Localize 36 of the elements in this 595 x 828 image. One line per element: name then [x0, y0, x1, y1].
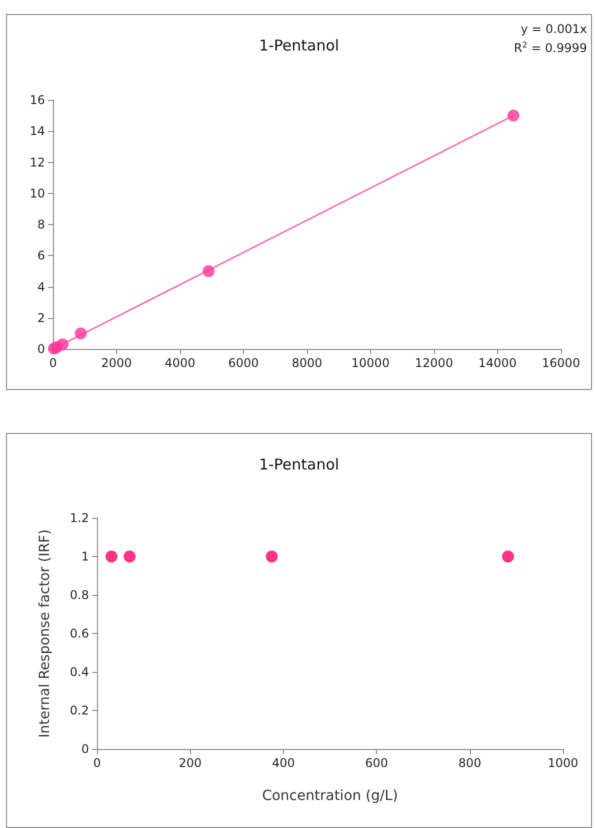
y-tick-label: 0 — [81, 742, 89, 756]
x-tick-label: 4000 — [164, 356, 196, 370]
x-tick-label: 8000 — [292, 356, 322, 370]
y-tick-label: 8 — [37, 218, 45, 232]
chart-title: 1-Pentanol — [258, 36, 340, 54]
y-tick-label: 1.2 — [70, 511, 89, 525]
y-tick-label: 0.2 — [70, 704, 89, 718]
x-tick-label: 0 — [93, 756, 101, 770]
x-tick-label: 200 — [178, 756, 202, 770]
y-tick-label: 0 — [37, 342, 45, 356]
x-tick-label: 0 — [49, 356, 57, 370]
x-tick-label: 6000 — [228, 356, 259, 370]
x-tick-label: 600 — [365, 756, 388, 770]
x-tick-label: 12000 — [414, 356, 454, 370]
y-axis-title: Internal Response factor (IRF) — [37, 529, 53, 738]
y-tick-label: 0.4 — [70, 665, 89, 679]
chart-title: 1-Pentanol — [258, 456, 340, 474]
y-tick-label: 0.6 — [70, 626, 89, 640]
x-tick-label: 800 — [458, 756, 482, 770]
x-tick-label: 14000 — [478, 356, 517, 370]
y-tick-label: 12 — [30, 155, 45, 170]
y-tick-label: 2 — [37, 310, 45, 325]
x-tick-label: 400 — [272, 756, 295, 770]
y-tick-label: 16 — [30, 93, 45, 107]
x-tick-label: 1000 — [548, 756, 578, 770]
x-axis-title: Concentration (g/L) — [262, 788, 398, 804]
x-tick-label: 10000 — [351, 356, 390, 370]
text: y = 0.001x — [520, 22, 588, 36]
y-tick-label: 14 — [30, 124, 45, 138]
x-tick-label: 2000 — [101, 356, 132, 370]
y-tick-label: 10 — [30, 186, 45, 200]
y-tick-label: 1 — [81, 550, 89, 564]
y-tick-label: 6 — [37, 248, 45, 263]
y-tick-label: 0.8 — [70, 588, 89, 602]
x-tick-label: 16000 — [542, 356, 580, 370]
y-tick-label: 4 — [37, 280, 45, 294]
